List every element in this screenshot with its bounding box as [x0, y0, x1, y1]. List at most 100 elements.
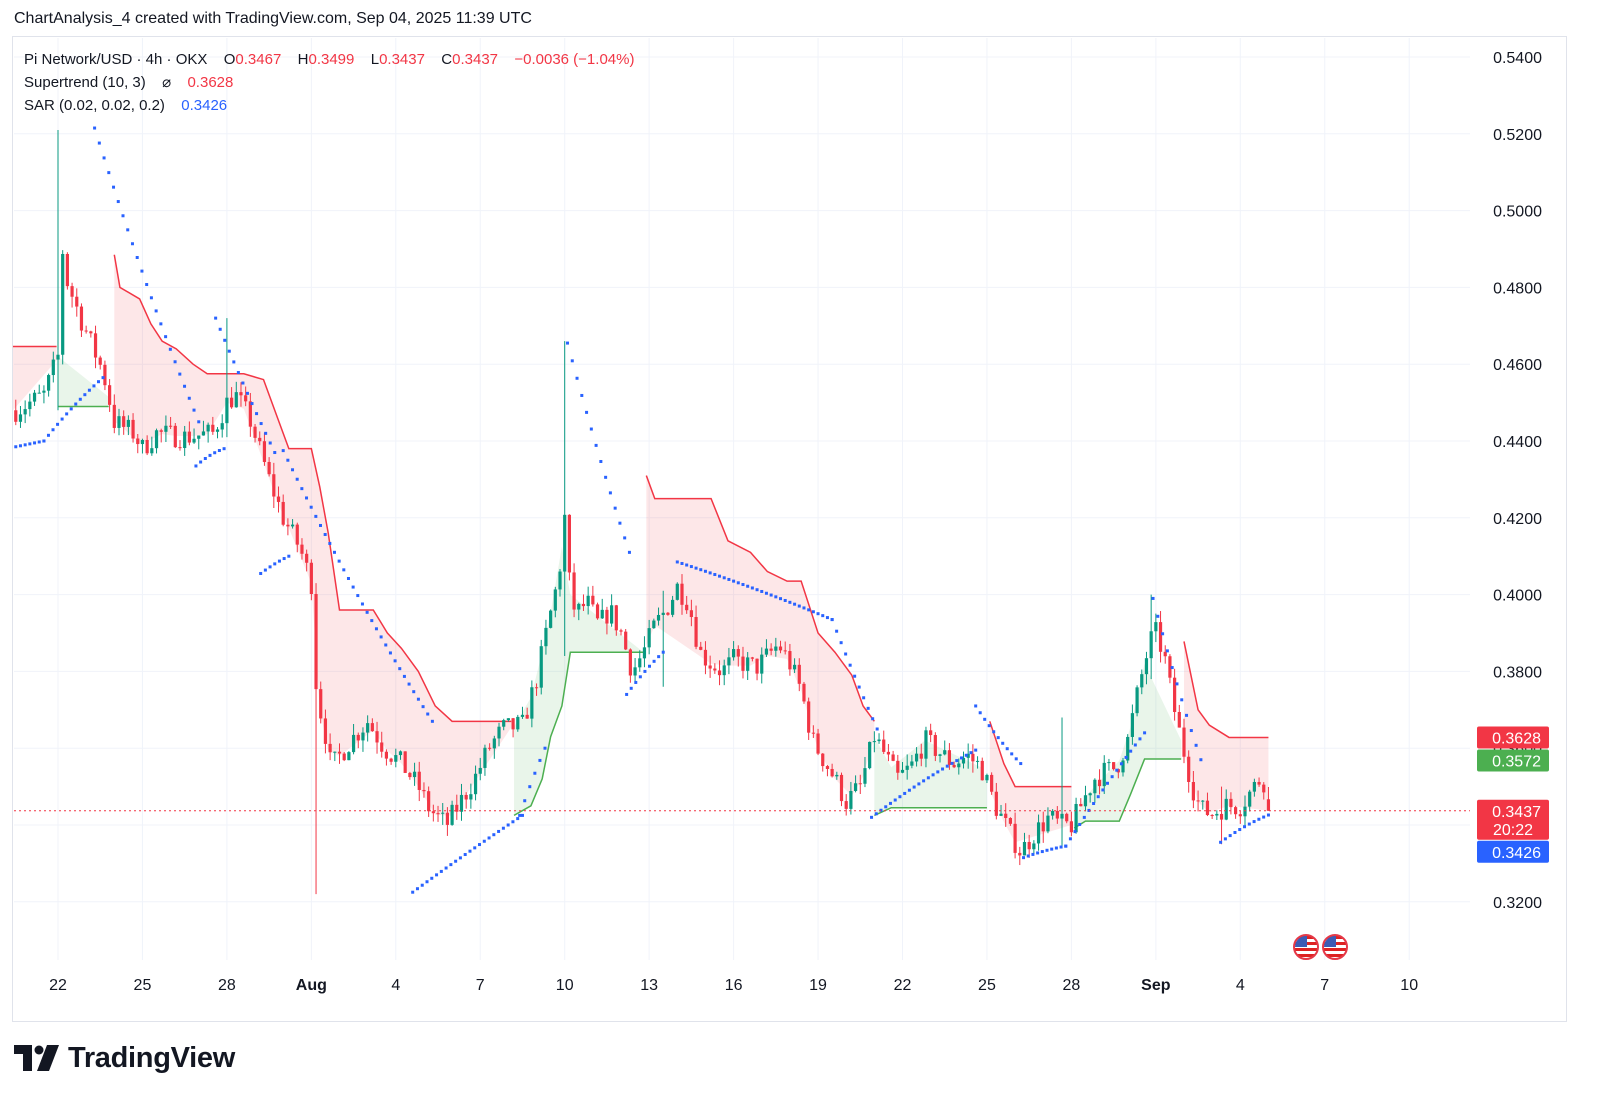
- sar-dot: [1082, 815, 1086, 819]
- candle: [366, 715, 370, 742]
- candle: [192, 428, 196, 444]
- candle: [680, 574, 684, 615]
- ohlc-high-key: H: [297, 51, 309, 68]
- sar-dot: [629, 686, 633, 690]
- candle: [760, 647, 764, 684]
- candle-body: [131, 419, 135, 439]
- sar-dot: [708, 571, 712, 575]
- sar-dot: [992, 730, 996, 734]
- candle-body: [37, 392, 41, 394]
- candle-body: [108, 385, 112, 405]
- candle-body: [591, 595, 595, 605]
- candle: [1140, 669, 1144, 695]
- sar-dot: [1092, 802, 1096, 806]
- candle-body: [436, 813, 440, 815]
- candle-body: [140, 439, 145, 445]
- ohlc-high-value: 0.3499: [308, 51, 355, 68]
- x-tick-label: 22: [894, 977, 912, 994]
- candle: [375, 721, 379, 754]
- candle: [272, 462, 276, 508]
- legend-sar-row[interactable]: SAR (0.02, 0.02, 0.2) 0.3426: [24, 94, 634, 117]
- sar-dot: [273, 562, 277, 566]
- candle: [1215, 810, 1219, 820]
- legend-supertrend-row[interactable]: Supertrend (10, 3) ⌀ 0.3628: [24, 71, 634, 94]
- us-flag-event-icon[interactable]: [1293, 934, 1319, 960]
- candle: [736, 645, 740, 667]
- sar-dot: [425, 880, 429, 884]
- sar-dot: [300, 487, 304, 491]
- candle-body: [201, 431, 206, 436]
- sar-dot: [173, 360, 177, 364]
- candle-body: [534, 687, 539, 689]
- legend-symbol-row[interactable]: Pi Network/USD · 4h · OKX O0.3467 H0.349…: [24, 48, 634, 71]
- sar-dot: [703, 569, 707, 573]
- candle: [896, 754, 900, 780]
- sar-dot: [420, 883, 424, 887]
- sar-dot: [1078, 822, 1082, 826]
- candle-body: [1154, 622, 1158, 632]
- candle-body: [610, 605, 614, 624]
- ohlc-open-key: O: [223, 51, 236, 68]
- sar-dot: [844, 652, 848, 656]
- ohlc-open-value: 0.3467: [235, 51, 282, 68]
- candle-body: [211, 424, 215, 432]
- sar-dot: [950, 761, 954, 765]
- candle-body: [28, 401, 32, 410]
- candle: [708, 655, 712, 678]
- candle-body: [849, 790, 853, 809]
- candle: [732, 641, 736, 661]
- candle: [469, 783, 473, 809]
- sar-dot: [589, 427, 593, 431]
- candle-body: [750, 657, 754, 659]
- candle-body: [1079, 803, 1083, 807]
- candle-body: [896, 760, 900, 773]
- sar-dot: [625, 692, 629, 696]
- candle-body: [905, 765, 909, 770]
- sar-dot: [1151, 596, 1155, 600]
- tradingview-logo[interactable]: TradingView: [14, 1040, 235, 1076]
- candle: [924, 726, 928, 768]
- candle: [497, 722, 501, 747]
- candle-body: [417, 771, 421, 790]
- candle: [384, 749, 389, 766]
- candle-body: [1182, 727, 1186, 757]
- visibility-icon[interactable]: ⌀: [162, 74, 172, 91]
- us-flag-event-icon[interactable]: [1322, 934, 1348, 960]
- candle-body: [736, 649, 740, 657]
- candle-body: [1163, 651, 1167, 657]
- candle-body: [441, 812, 445, 814]
- sar-dot: [374, 627, 378, 631]
- sar-dot: [222, 447, 226, 451]
- candle: [830, 763, 834, 778]
- sar-dot: [680, 561, 684, 565]
- sar-dot: [426, 712, 430, 716]
- sar-dot: [1031, 852, 1035, 856]
- sar-dot: [421, 705, 425, 709]
- sar-dot: [1180, 698, 1184, 702]
- candle-body: [530, 687, 534, 719]
- candle: [79, 303, 84, 337]
- sar-dot: [227, 349, 231, 353]
- candle: [788, 643, 792, 676]
- candle-body: [567, 514, 571, 573]
- candle: [858, 774, 862, 795]
- sar-dot: [538, 758, 542, 762]
- candle: [1266, 786, 1271, 811]
- sar-dot: [463, 853, 467, 857]
- grid-lines: [14, 38, 1470, 960]
- sar-dot: [936, 770, 940, 774]
- candle-body: [783, 650, 787, 652]
- sar-dot: [769, 593, 773, 597]
- candle: [699, 641, 703, 651]
- sar-dot: [604, 475, 608, 479]
- candle: [872, 731, 876, 753]
- y-tick-label: 0.5000: [1493, 204, 1542, 221]
- sar-dot: [1105, 781, 1109, 785]
- supertrend-up-line: [513, 651, 644, 817]
- candle: [1196, 790, 1200, 812]
- sar-dot: [884, 805, 888, 809]
- candle: [169, 416, 173, 430]
- candle: [126, 415, 130, 436]
- candle-body: [229, 397, 234, 408]
